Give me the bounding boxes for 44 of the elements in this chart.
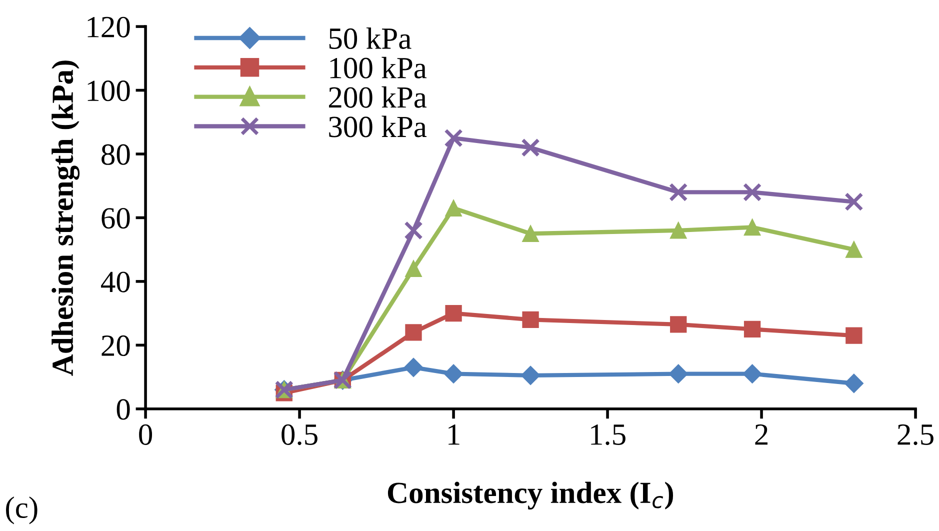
point xyxy=(744,218,761,236)
point xyxy=(521,366,540,385)
legend-label: 300 kPa xyxy=(329,116,427,138)
point xyxy=(668,364,688,384)
x-tick-label: 0 xyxy=(139,424,152,445)
point xyxy=(670,316,687,333)
x-tick-label: 1 xyxy=(448,424,460,445)
y-tick-label: 0 xyxy=(116,399,130,420)
x-tick-label: 2 xyxy=(755,424,768,445)
point xyxy=(521,138,540,157)
point xyxy=(404,358,424,377)
y-tick-label: 100 xyxy=(88,80,130,102)
point xyxy=(405,260,422,278)
x-tick-label: 2.5 xyxy=(898,424,934,446)
point xyxy=(846,327,862,344)
y-tick-label: 40 xyxy=(101,272,130,292)
point xyxy=(742,182,762,202)
point xyxy=(844,374,864,393)
y-tick-label: 60 xyxy=(102,208,130,229)
legend-label: 50 kPa xyxy=(329,27,412,49)
point xyxy=(844,192,864,212)
point xyxy=(670,222,687,239)
point xyxy=(668,182,688,202)
text: (c) xyxy=(6,496,38,524)
legend-label: 200 kPa xyxy=(328,86,427,108)
legend-label: 100 kPa xyxy=(330,56,427,78)
point xyxy=(444,364,464,384)
point xyxy=(744,320,761,338)
point xyxy=(445,304,462,322)
point xyxy=(444,128,463,148)
y-tick-label: 120 xyxy=(88,16,130,38)
point xyxy=(742,364,762,384)
point xyxy=(522,225,539,242)
point xyxy=(404,221,423,240)
y-tick-label: 80 xyxy=(102,144,130,165)
y-tick-label: 20 xyxy=(102,335,130,356)
x-tick-label: 0.5 xyxy=(282,424,318,446)
y-axis-title: Adhesion strength (kPa) xyxy=(52,60,80,376)
point xyxy=(445,200,462,216)
point xyxy=(846,241,862,258)
x-axis-title: Consistency index (I$_{c}$) xyxy=(388,482,674,510)
x-tick-label: 1.5 xyxy=(591,424,626,446)
point xyxy=(522,311,539,328)
point xyxy=(405,324,422,341)
